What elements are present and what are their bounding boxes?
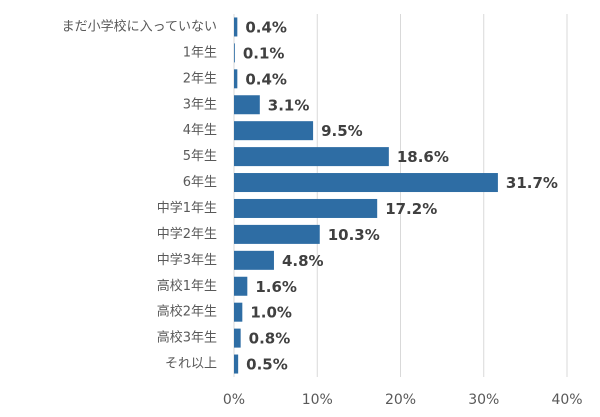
bar bbox=[234, 173, 498, 193]
value-label: 0.8% bbox=[249, 330, 291, 348]
bar bbox=[234, 250, 274, 270]
value-label: 4.8% bbox=[282, 252, 324, 270]
value-label: 1.0% bbox=[250, 304, 292, 322]
y-tick-label: 高校3年生 bbox=[157, 330, 217, 346]
x-tick-label: 10% bbox=[302, 392, 333, 408]
value-label: 0.4% bbox=[245, 18, 287, 36]
y-tick-label: それ以上 bbox=[165, 357, 217, 372]
bar bbox=[234, 95, 260, 115]
bar bbox=[234, 198, 378, 218]
value-label: 0.5% bbox=[246, 356, 288, 374]
y-tick-label: 4年生 bbox=[183, 123, 217, 138]
bar bbox=[234, 224, 320, 244]
bar bbox=[234, 328, 241, 348]
y-tick-label: 高校1年生 bbox=[157, 278, 217, 294]
y-tick-label: 中学1年生 bbox=[157, 200, 217, 216]
value-label: 1.6% bbox=[255, 278, 297, 296]
x-tick-label: 20% bbox=[385, 392, 416, 408]
value-label: 9.5% bbox=[321, 122, 363, 140]
value-label: 0.1% bbox=[243, 44, 285, 62]
x-tick-label: 40% bbox=[551, 392, 582, 408]
y-tick-label: 2年生 bbox=[183, 71, 217, 86]
bar bbox=[234, 17, 238, 37]
value-label: 0.4% bbox=[245, 70, 287, 88]
value-label: 10.3% bbox=[328, 226, 380, 244]
value-label: 3.1% bbox=[268, 96, 310, 114]
bar bbox=[234, 43, 235, 63]
y-tick-label: 中学3年生 bbox=[157, 252, 217, 268]
bar bbox=[234, 147, 389, 167]
bar bbox=[234, 302, 243, 322]
bar bbox=[234, 69, 238, 89]
bar bbox=[234, 354, 239, 374]
y-tick-label: 5年生 bbox=[183, 149, 217, 164]
bar bbox=[234, 121, 314, 141]
x-tick-label: 0% bbox=[223, 392, 245, 408]
value-label: 18.6% bbox=[397, 148, 449, 166]
y-tick-label: 6年生 bbox=[183, 175, 217, 190]
value-label: 17.2% bbox=[385, 200, 437, 218]
y-tick-label: 3年生 bbox=[183, 97, 217, 112]
y-tick-label: 中学2年生 bbox=[157, 226, 217, 242]
y-tick-label: 高校2年生 bbox=[157, 304, 217, 320]
x-tick-label: 30% bbox=[468, 392, 499, 408]
bar bbox=[234, 276, 248, 296]
y-tick-label: 1年生 bbox=[183, 45, 217, 60]
y-tick-label: まだ小学校に入っていない bbox=[62, 18, 217, 34]
value-label: 31.7% bbox=[506, 174, 558, 192]
